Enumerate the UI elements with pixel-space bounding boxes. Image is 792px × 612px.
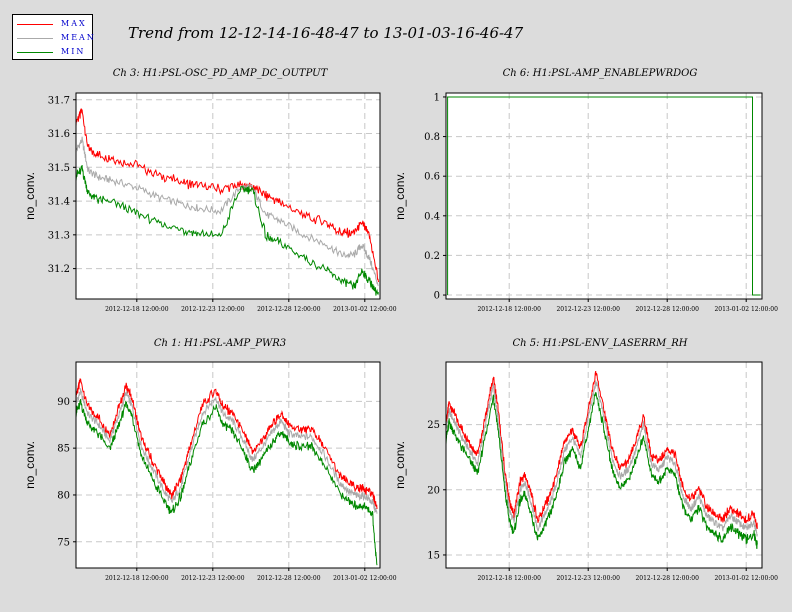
- x-tick-label-ch6: 2012-12-18 12:00:00: [477, 306, 541, 313]
- plot-frame-ch3: [75, 92, 381, 300]
- chart-ch5: 15 20 25 2012-12-18 12:00:00 2012-12-23 12:0…: [393, 361, 778, 582]
- plot-area-ch3: [76, 93, 380, 299]
- x-tick-label-ch3: 2013-01-02 12:00:00: [333, 306, 397, 313]
- x-tick-label-ch5: 2012-12-23 12:00:00: [556, 575, 620, 582]
- series-min-line-ch1: [76, 398, 378, 566]
- y-tick-label-ch6: 0: [434, 291, 440, 302]
- y-tick-label-ch1: 75: [57, 537, 70, 548]
- y-tick-label-ch6: 1: [434, 92, 440, 103]
- series-max-line-ch3: [76, 108, 379, 283]
- plot-frame-ch5: [445, 361, 763, 569]
- legend: MAX MEAN MIN: [12, 14, 96, 60]
- chart-ch3: 31.2 31.3 31.4 31.5 31.6 31.7 2012-12-18 12:00…: [23, 92, 397, 313]
- series-min-line-ch5: [446, 391, 758, 549]
- x-tick-label-ch6: 2012-12-28 12:00:00: [635, 306, 699, 313]
- chart-title-ch5: Ch 5: H1:PSL-ENV_LASERRM_RH: [512, 338, 688, 349]
- page-title: Trend from 12-12-14-16-48-47 to 13-01-03…: [128, 24, 524, 42]
- y-tick-label-ch5: 25: [427, 420, 440, 431]
- plot-area-ch5: [446, 362, 762, 568]
- y-tick-label-ch6: 0.6: [424, 172, 440, 183]
- y-tick-label-ch3: 31.4: [48, 197, 70, 208]
- x-tick-label-ch3: 2012-12-28 12:00:00: [257, 306, 321, 313]
- x-tick-label-ch1: 2013-01-02 12:00:00: [333, 575, 397, 582]
- x-tick-label-ch6: 2012-12-23 12:00:00: [556, 306, 620, 313]
- y-tick-label-ch1: 90: [57, 397, 70, 408]
- series-max-line-ch5: [446, 370, 758, 529]
- chart-title-ch3: Ch 3: H1:PSL-OSC_PD_AMP_DC_OUTPUT: [112, 68, 328, 79]
- chart-ch1: 75 80 85 90 2012-12-18 12:00:00 2012-12-23 12…: [23, 361, 397, 582]
- y-tick-label-ch3: 31.5: [48, 163, 70, 174]
- y-tick-label-ch1: 85: [57, 444, 70, 455]
- x-tick-label-ch1: 2012-12-18 12:00:00: [105, 575, 169, 582]
- x-tick-label-ch5: 2013-01-02 12:00:00: [714, 575, 778, 582]
- legend-label-min: MIN: [61, 47, 86, 56]
- chart-title-ch1: Ch 1: H1:PSL-AMP_PWR3: [153, 338, 287, 349]
- y-tick-label-ch3: 31.2: [48, 264, 70, 275]
- series-min-line-ch6: [447, 96, 761, 296]
- x-tick-label-ch5: 2012-12-18 12:00:00: [477, 575, 541, 582]
- y-tick-label-ch5: 20: [427, 485, 440, 496]
- legend-item-max: MAX: [17, 18, 93, 30]
- legend-swatch-max: [17, 24, 53, 25]
- series-min-line-ch3: [76, 164, 379, 296]
- x-tick-label-ch3: 2012-12-23 12:00:00: [181, 306, 245, 313]
- series-max-line-ch1: [76, 378, 378, 510]
- x-tick-label-ch5: 2012-12-28 12:00:00: [635, 575, 699, 582]
- y-tick-label-ch3: 31.3: [48, 230, 70, 241]
- series-mean-line-ch1: [76, 388, 378, 514]
- y-tick-label-ch6: 0.2: [424, 251, 440, 262]
- plot-frame-ch6: [445, 92, 763, 300]
- y-axis-label-ch6: no_conv.: [393, 172, 407, 220]
- legend-item-mean: MEAN: [17, 32, 96, 44]
- legend-swatch-mean: [17, 38, 53, 39]
- legend-label-mean: MEAN: [61, 33, 96, 42]
- y-axis-label-ch3: no_conv.: [23, 172, 37, 220]
- plot-frame-ch1: [75, 361, 381, 569]
- legend-item-min: MIN: [17, 46, 93, 58]
- x-tick-label-ch1: 2012-12-28 12:00:00: [257, 575, 321, 582]
- plot-area-ch6: [446, 93, 762, 299]
- legend-label-max: MAX: [61, 19, 87, 28]
- chart-title-ch6: Ch 6: H1:PSL-AMP_ENABLEPWRDOG: [502, 68, 698, 79]
- y-tick-label-ch5: 15: [427, 550, 440, 561]
- y-tick-label-ch6: 0.8: [424, 132, 440, 143]
- x-tick-label-ch6: 2013-01-02 12:00:00: [714, 306, 778, 313]
- x-tick-label-ch3: 2012-12-18 12:00:00: [105, 306, 169, 313]
- series-mean-line-ch5: [446, 380, 758, 537]
- chart-ch6: 0 0.2 0.4 0.6 0.8 1 2012-12-18 12:00:00 2012-12…: [393, 92, 778, 313]
- legend-swatch-min: [17, 52, 53, 53]
- y-tick-label-ch1: 80: [57, 490, 70, 501]
- y-axis-label-ch1: no_conv.: [23, 441, 37, 489]
- y-axis-label-ch5: no_conv.: [393, 441, 407, 489]
- y-tick-label-ch3: 31.6: [48, 129, 70, 140]
- x-tick-label-ch1: 2012-12-23 12:00:00: [181, 575, 245, 582]
- y-tick-label-ch3: 31.7: [48, 95, 70, 106]
- y-tick-label-ch6: 0.4: [424, 211, 440, 222]
